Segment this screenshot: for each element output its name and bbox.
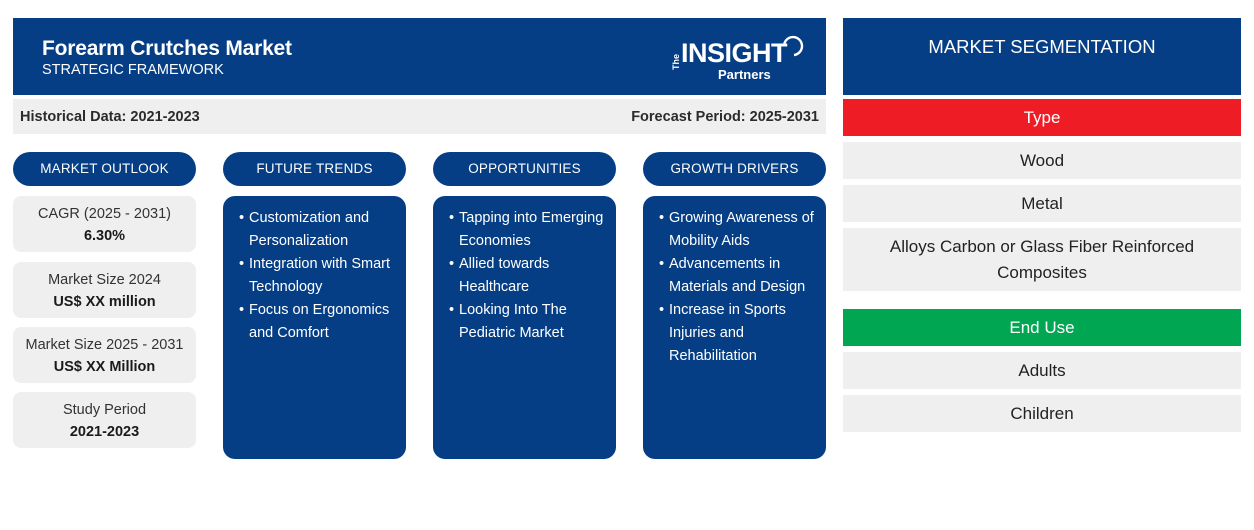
future-trends-list: Customization and Personalization Integr… — [239, 207, 400, 345]
growth-drivers-header: GROWTH DRIVERS — [643, 152, 826, 186]
growth-drivers-card: Growing Awareness of Mobility Aids Advan… — [643, 196, 826, 459]
logo-partners-text: Partners — [718, 67, 771, 82]
stat-value: 6.30% — [83, 228, 126, 244]
list-item: Tapping into Emerging Economies — [449, 207, 610, 253]
stat-label: CAGR (2025 - 2031) — [38, 206, 171, 222]
report-title: Forearm Crutches Market — [42, 37, 292, 60]
forecast-period-label: Forecast Period: 2025-2031 — [631, 109, 819, 125]
stat-value: US$ XX million — [53, 294, 156, 310]
stat-label: Market Size 2024 — [48, 272, 161, 288]
opportunities-header: OPPORTUNITIES — [433, 152, 616, 186]
future-trends-header: FUTURE TRENDS — [223, 152, 406, 186]
stat-label: Study Period — [62, 402, 147, 418]
logo-insight-text: INSIGHT — [681, 38, 788, 68]
logo-arc-icon — [782, 35, 804, 57]
list-item: Advancements in Materials and Design — [659, 253, 820, 299]
insight-partners-logo: The INSIGHT Partners — [668, 32, 808, 84]
stat-label: Market Size 2025 - 2031 — [25, 337, 184, 353]
report-header-banner: Forearm Crutches Market STRATEGIC FRAMEW… — [13, 18, 826, 95]
segment-item-metal: Metal — [843, 185, 1241, 222]
list-item: Increase in Sports Injuries and Rehabili… — [659, 299, 820, 368]
segment-item-wood: Wood — [843, 142, 1241, 179]
list-item: Focus on Ergonomics and Comfort — [239, 299, 400, 345]
segment-item-children: Children — [843, 395, 1241, 432]
market-outlook-header: MARKET OUTLOOK — [13, 152, 196, 186]
stat-value: US$ XX Million — [53, 359, 156, 375]
opportunities-list: Tapping into Emerging Economies Allied t… — [449, 207, 610, 345]
segment-type-label: Type — [843, 99, 1241, 136]
segment-item-adults: Adults — [843, 352, 1241, 389]
list-item: Customization and Personalization — [239, 207, 400, 253]
opportunities-card: Tapping into Emerging Economies Allied t… — [433, 196, 616, 459]
stat-cagr: CAGR (2025 - 2031) 6.30% — [13, 196, 196, 252]
logo-the-text: The — [671, 53, 681, 70]
period-bar: Historical Data: 2021-2023 Forecast Peri… — [13, 99, 826, 134]
stat-market-size-2024: Market Size 2024 US$ XX million — [13, 262, 196, 318]
market-segmentation-header: MARKET SEGMENTATION — [843, 18, 1241, 95]
segment-end-use-label: End Use — [843, 309, 1241, 346]
list-item: Looking Into The Pediatric Market — [449, 299, 610, 345]
stat-value: 2021-2023 — [69, 424, 140, 440]
list-item: Growing Awareness of Mobility Aids — [659, 207, 820, 253]
segment-item-composites: Alloys Carbon or Glass Fiber Reinforced … — [843, 228, 1241, 291]
stat-study-period: Study Period 2021-2023 — [13, 392, 196, 448]
historical-data-label: Historical Data: 2021-2023 — [20, 109, 200, 125]
list-item: Allied towards Healthcare — [449, 253, 610, 299]
growth-drivers-list: Growing Awareness of Mobility Aids Advan… — [659, 207, 820, 368]
report-subtitle: STRATEGIC FRAMEWORK — [42, 62, 224, 78]
list-item: Integration with Smart Technology — [239, 253, 400, 299]
stat-market-size-forecast: Market Size 2025 - 2031 US$ XX Million — [13, 327, 196, 383]
future-trends-card: Customization and Personalization Integr… — [223, 196, 406, 459]
